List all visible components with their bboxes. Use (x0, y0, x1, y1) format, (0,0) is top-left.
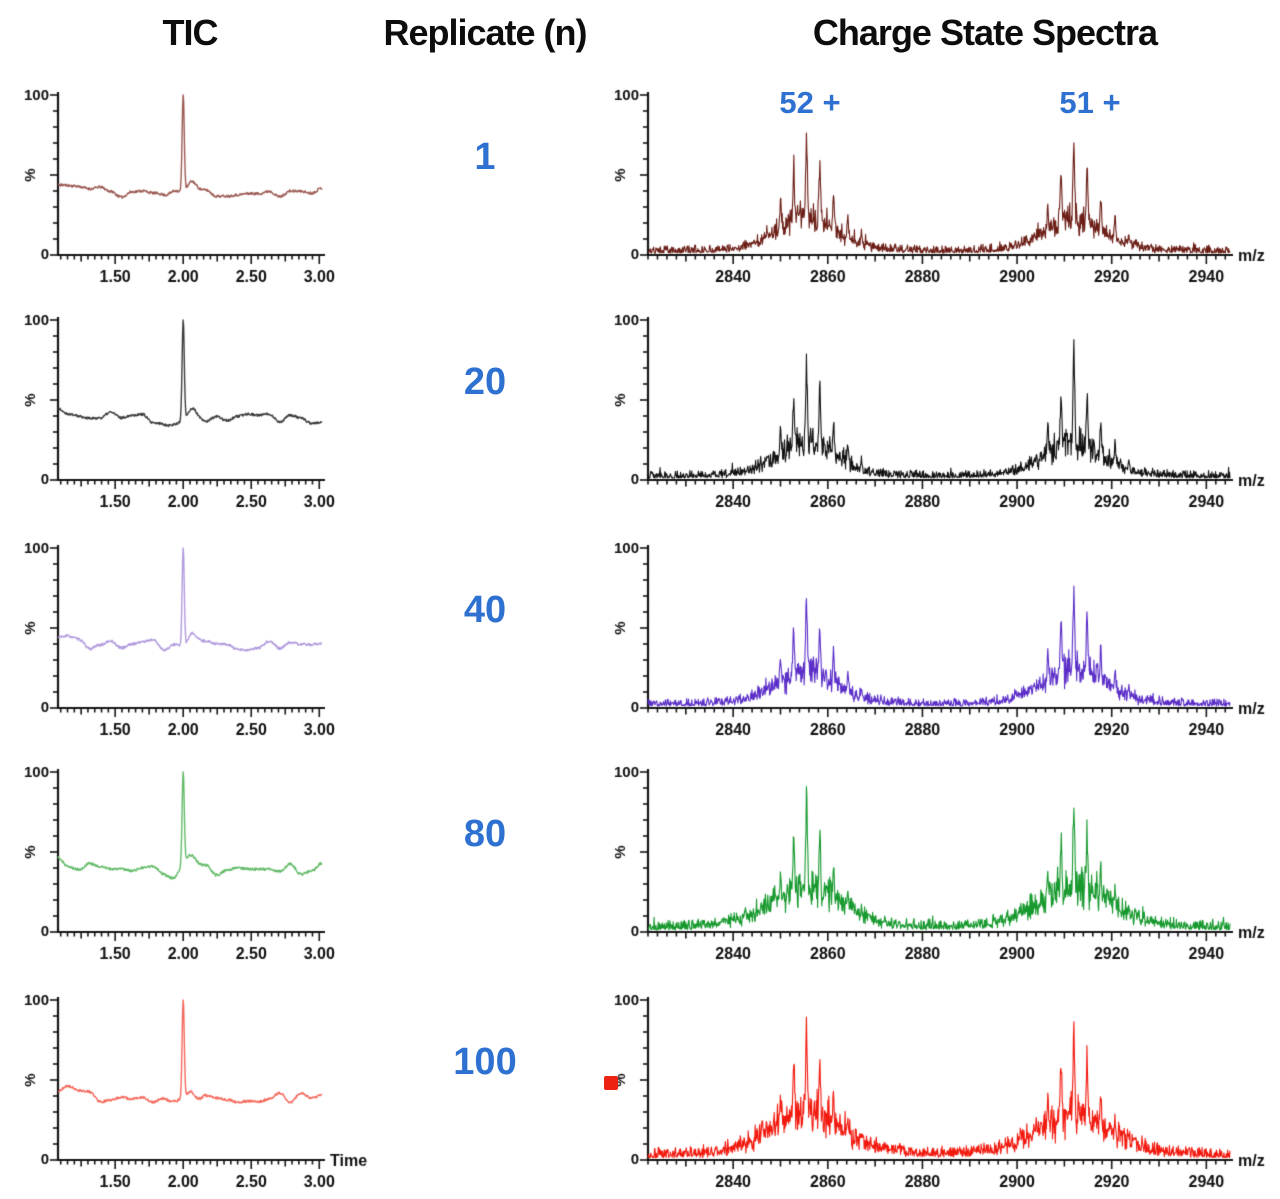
column-header-replicate: Replicate (n) (383, 12, 587, 53)
tic-chromatogram-row-1 (10, 75, 380, 290)
replicate-count-label: 1 (474, 136, 496, 178)
tic-chromatogram-row-3 (10, 528, 380, 743)
figure-row-1: 1 52 + 51 + (0, 75, 1280, 294)
replicate-count-label: 20 (463, 361, 507, 403)
tic-chromatogram-row-2 (10, 300, 380, 515)
replicate-count-label: 40 (463, 589, 507, 631)
charge-state-label-52: 52 + (779, 85, 841, 120)
tic-chromatogram-row-5 (10, 980, 380, 1195)
charge-spectrum-row-5 (600, 980, 1280, 1195)
replicate-count-label: 100 (453, 1041, 517, 1083)
figure-row-100: 100 (0, 980, 1280, 1199)
charge-spectrum-row-3 (600, 528, 1280, 743)
red-square-marker (604, 1076, 618, 1090)
tic-chromatogram-row-4 (10, 752, 380, 967)
charge-state-label-51: 51 + (1059, 85, 1121, 120)
figure-row-80: 80 (0, 752, 1280, 971)
figure-row-20: 20 (0, 300, 1280, 519)
charge-spectrum-row-1 (600, 75, 1280, 290)
charge-spectrum-row-2 (600, 300, 1280, 515)
column-header-tic: TIC (162, 12, 219, 53)
column-header-spectra: Charge State Spectra (812, 12, 1158, 53)
charge-spectrum-row-4 (600, 752, 1280, 967)
figure-row-40: 40 (0, 528, 1280, 747)
replicate-count-label: 80 (463, 813, 507, 855)
